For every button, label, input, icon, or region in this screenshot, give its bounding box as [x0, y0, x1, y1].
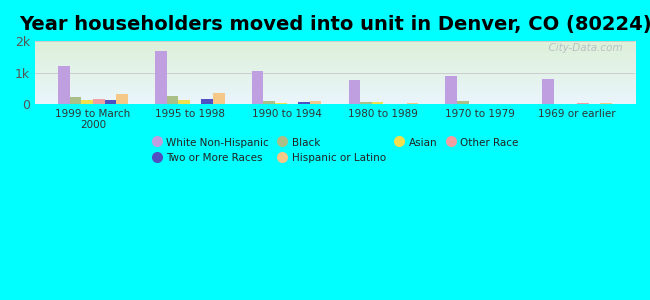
Title: Year householders moved into unit in Denver, CO (80224): Year householders moved into unit in Den…	[19, 15, 650, 34]
Bar	[542, 80, 554, 104]
Bar	[372, 102, 383, 104]
Bar	[116, 94, 128, 104]
Bar	[457, 100, 469, 104]
Text: City-Data.com: City-Data.com	[542, 43, 623, 53]
Bar	[503, 103, 515, 104]
Bar	[58, 66, 70, 104]
Bar	[81, 100, 93, 104]
Bar	[445, 76, 457, 104]
Bar	[213, 93, 225, 104]
Bar	[298, 102, 310, 104]
Bar	[275, 103, 287, 104]
Bar	[263, 101, 275, 104]
Bar	[348, 80, 360, 104]
Bar	[252, 71, 263, 104]
Bar	[166, 95, 178, 104]
Bar	[360, 102, 372, 104]
Bar	[407, 103, 418, 104]
Bar	[93, 99, 105, 104]
Bar	[70, 97, 81, 104]
Bar	[600, 103, 612, 104]
Bar	[202, 99, 213, 104]
Bar	[310, 101, 322, 104]
Bar	[155, 50, 166, 104]
Bar	[105, 100, 116, 104]
Legend: White Non-Hispanic, Two or More Races, Black, Hispanic or Latino, Asian, Other R: White Non-Hispanic, Two or More Races, B…	[147, 133, 523, 167]
Bar	[178, 100, 190, 104]
Bar	[577, 103, 588, 104]
